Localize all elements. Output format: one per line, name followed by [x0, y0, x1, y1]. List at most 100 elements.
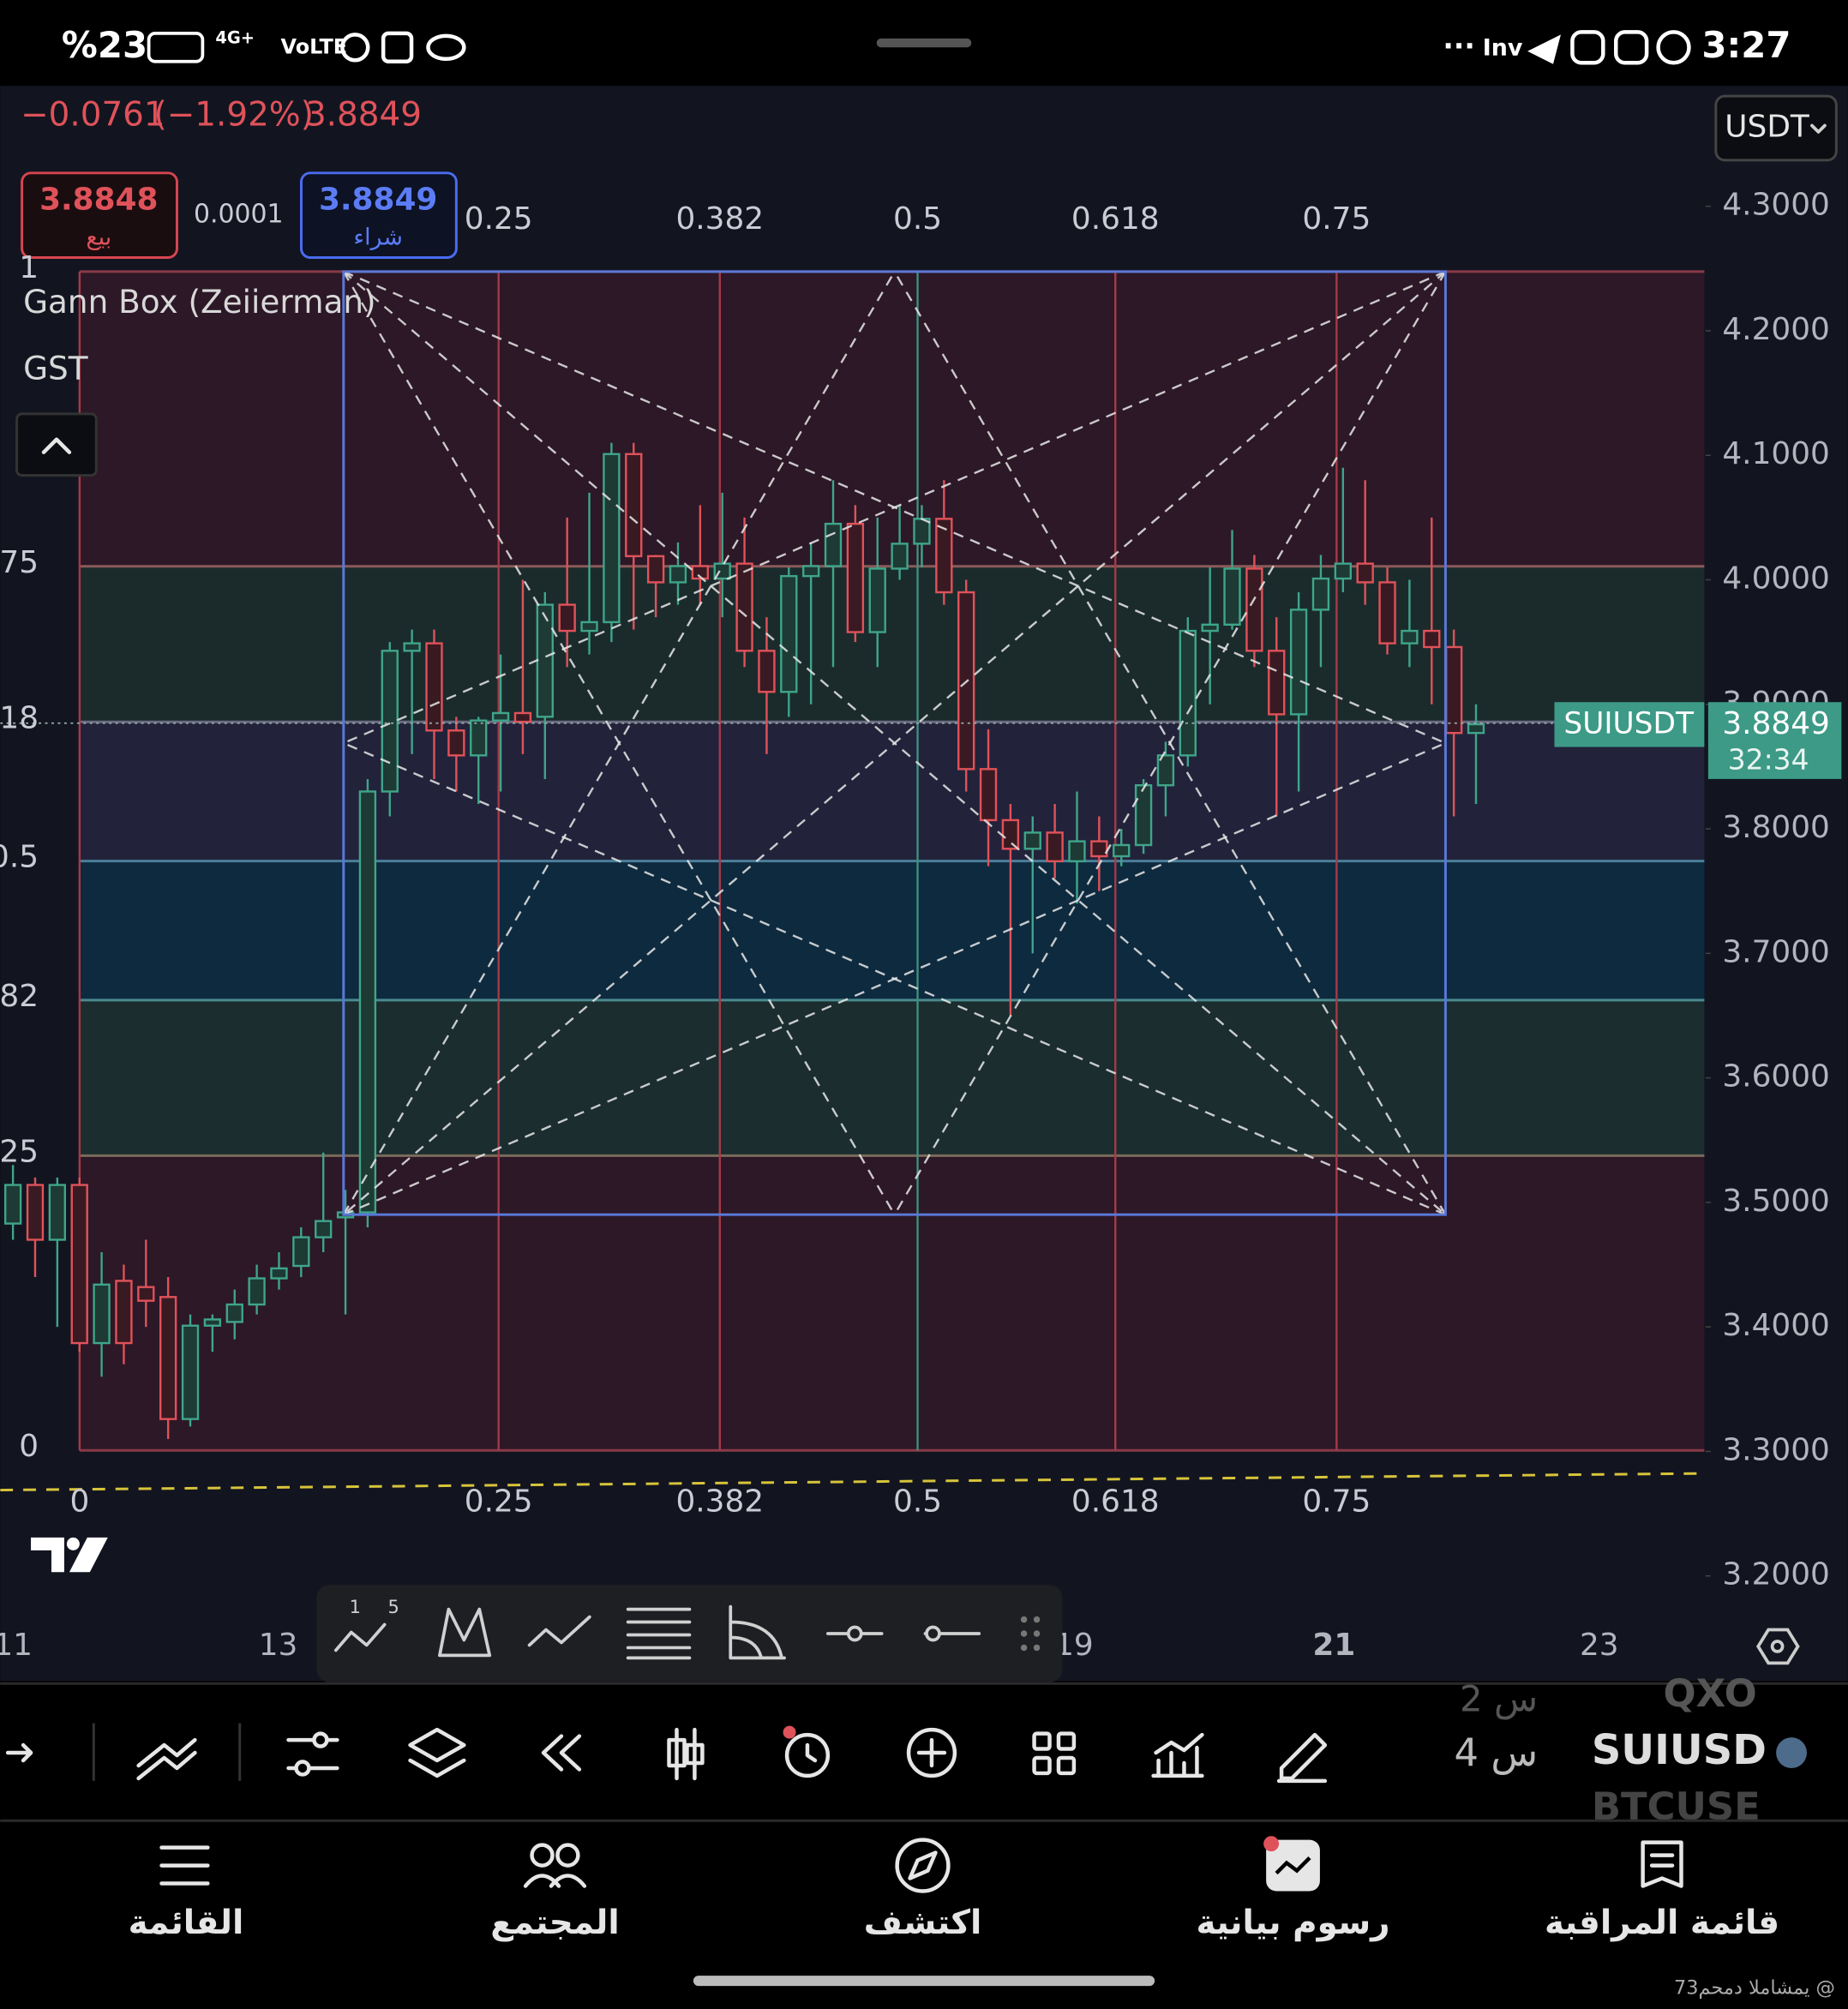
candle-body	[669, 565, 687, 584]
sell-price[interactable]: 3.8848	[39, 183, 158, 218]
candle-body	[48, 1184, 67, 1241]
tool-icon[interactable]	[333, 1622, 387, 1652]
nav-label[interactable]: قائمة المراقبة	[1545, 1904, 1779, 1942]
home-indicator	[693, 1976, 1155, 1987]
network: 4G+	[215, 27, 255, 47]
candle-body	[1401, 629, 1419, 645]
candle-body	[1378, 581, 1396, 645]
draw-icon[interactable]	[1276, 1732, 1328, 1784]
alert-icon	[805, 1742, 818, 1763]
candle-body	[1423, 629, 1441, 649]
gann-time-label: 0.618	[1071, 1484, 1160, 1520]
alert-icon[interactable]	[784, 1732, 831, 1778]
buy-price[interactable]: 3.8849	[319, 183, 437, 218]
candle-body	[603, 453, 621, 624]
redo-icon[interactable]	[5, 1742, 33, 1763]
candle-body	[491, 711, 510, 722]
watchlist-icon[interactable]	[1641, 1840, 1683, 1888]
candle-body	[115, 1280, 133, 1345]
price-tick-label: 3.3000	[1722, 1432, 1829, 1467]
candle-body	[248, 1277, 266, 1306]
candle-body	[1179, 629, 1197, 757]
settings-icon[interactable]	[1755, 1628, 1800, 1665]
layout-icon	[1032, 1755, 1052, 1776]
trend-line	[0, 1472, 1705, 1492]
charts-icon	[1275, 1856, 1311, 1875]
candle-body	[26, 1184, 45, 1241]
watch-symbol[interactable]: BTCUSE	[1592, 1784, 1761, 1829]
nav-label[interactable]: اكتشف	[864, 1904, 982, 1942]
candle-body	[447, 729, 465, 757]
replay-icon[interactable]	[541, 1734, 582, 1772]
gann-time-label: 0.75	[1302, 1484, 1371, 1520]
gann-time-label: 0.5	[893, 201, 942, 237]
gann-time-label: 0.5	[893, 1484, 942, 1520]
layout-icon	[1056, 1755, 1077, 1776]
explore-icon	[908, 1850, 938, 1880]
sell-button[interactable]	[21, 171, 178, 259]
indicator-icon[interactable]	[136, 1737, 197, 1781]
nav-label[interactable]: رسوم بيانية	[1197, 1904, 1390, 1942]
whatsapp-icon	[1656, 30, 1691, 65]
candle-body	[735, 562, 753, 652]
community-icon[interactable]	[530, 1843, 555, 1868]
currency[interactable]: USDT	[1725, 109, 1810, 144]
watch-symbol[interactable]: SUIUSD	[1592, 1727, 1767, 1774]
gann-square-line	[342, 271, 896, 1215]
buy-button[interactable]	[299, 171, 458, 259]
countdown: 32:34	[1728, 742, 1809, 776]
candle-body	[1046, 831, 1064, 863]
tool-icon[interactable]	[626, 1607, 692, 1660]
gann-zone	[79, 1155, 1705, 1451]
price-tick-label: 4.0000	[1722, 561, 1829, 597]
notification-dot	[1263, 1836, 1280, 1852]
price-tick-label: 3.5000	[1722, 1184, 1829, 1219]
gann-zone	[79, 271, 1705, 567]
spread: 0.0001	[194, 200, 284, 230]
candle-body	[935, 518, 953, 594]
drag-handle[interactable]	[1020, 1616, 1041, 1652]
watch-symbol[interactable]: QXO	[1664, 1670, 1757, 1716]
layers-icon[interactable]	[408, 1727, 466, 1778]
nav-label[interactable]: القائمة	[129, 1904, 244, 1942]
explore-icon[interactable]	[895, 1838, 951, 1893]
candle-icon[interactable]	[675, 1727, 697, 1781]
candle-icon	[667, 1737, 687, 1768]
price-tick-label: 4.1000	[1722, 436, 1829, 471]
candle-body	[979, 768, 998, 822]
price-tick-label: 3.7000	[1722, 934, 1829, 969]
tool-icon[interactable]	[527, 1615, 591, 1647]
menu-icon[interactable]	[159, 1845, 210, 1886]
candle-body	[580, 621, 598, 633]
battery: %23	[62, 24, 147, 66]
candle-body	[625, 453, 643, 558]
currency-dropdown[interactable]	[1714, 94, 1838, 162]
settings-tool-icon	[294, 1760, 311, 1777]
plot-area	[0, 270, 1705, 1492]
sell-label[interactable]: بيع	[86, 225, 111, 251]
tool-icon[interactable]	[729, 1604, 786, 1660]
notch-handle	[876, 38, 972, 48]
gann-level-label: 0.75	[0, 545, 39, 580]
candle-body	[1467, 723, 1485, 735]
telegram-icon	[1527, 34, 1561, 64]
tool-icon[interactable]	[438, 1607, 492, 1658]
chart-icon[interactable]	[1151, 1732, 1204, 1778]
last-price: 3.8849	[305, 96, 422, 135]
gann-square-line	[343, 741, 1446, 1216]
candle-body	[1223, 567, 1241, 627]
collapse-button[interactable]	[15, 412, 98, 477]
nav-label[interactable]: المجتمع	[490, 1904, 619, 1942]
add-icon[interactable]	[906, 1727, 957, 1778]
buy-label[interactable]: شراء	[353, 225, 402, 251]
gann-level-label: 0.25	[0, 1134, 39, 1169]
settings-tool-icon	[312, 1731, 329, 1748]
layout-icon[interactable]	[1032, 1731, 1052, 1751]
gann-level-label: 1	[19, 250, 39, 285]
indicator-name: Gann Box (Zeiierman)	[23, 283, 376, 321]
candle-body	[868, 567, 886, 633]
candle-body	[137, 1286, 155, 1302]
community-icon	[555, 1843, 580, 1868]
app-icon: Inv	[1483, 34, 1523, 61]
